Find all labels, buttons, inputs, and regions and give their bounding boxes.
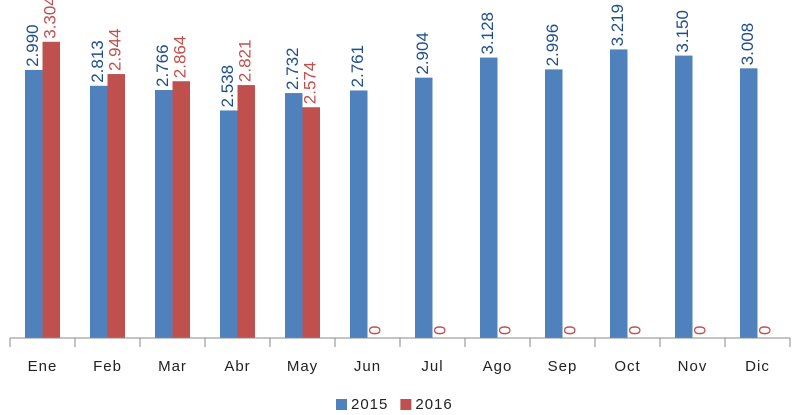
x-tick-label: Nov xyxy=(678,358,708,375)
x-tick-label: Ene xyxy=(28,358,58,375)
data-label: 2.904 xyxy=(413,32,432,75)
data-label: 2.766 xyxy=(153,44,172,87)
x-tick-label: Jun xyxy=(354,358,381,375)
data-label: 3.304 xyxy=(41,0,60,39)
bar xyxy=(220,110,238,338)
legend-swatch xyxy=(336,399,347,410)
data-label: 3.008 xyxy=(738,23,757,66)
bar xyxy=(155,90,173,338)
bar xyxy=(740,68,758,339)
data-label: 0 xyxy=(561,326,580,335)
data-label: 2.813 xyxy=(88,40,107,83)
legend-label: 2016 xyxy=(415,396,452,413)
data-label: 3.219 xyxy=(608,4,627,47)
x-tick-label: Oct xyxy=(614,358,640,375)
bar xyxy=(675,55,693,338)
x-tick-label: Sep xyxy=(548,358,578,375)
data-label: 0 xyxy=(756,326,775,335)
bar xyxy=(302,107,320,338)
data-label: 2.732 xyxy=(283,48,302,91)
data-label: 2.944 xyxy=(106,29,125,72)
legend-label: 2015 xyxy=(351,396,388,413)
x-tick-label: Mar xyxy=(158,358,187,375)
bar xyxy=(545,69,563,339)
data-label: 3.150 xyxy=(673,10,692,53)
bar xyxy=(90,85,108,338)
bar xyxy=(237,85,255,338)
bar xyxy=(107,74,125,338)
data-label: 0 xyxy=(496,326,515,335)
data-label: 2.761 xyxy=(348,45,367,88)
bar xyxy=(350,90,368,338)
data-label: 3.128 xyxy=(478,12,497,55)
data-label: 0 xyxy=(431,326,450,335)
data-label: 0 xyxy=(366,326,385,335)
data-label: 2.821 xyxy=(236,40,255,83)
bar xyxy=(172,81,190,338)
bar xyxy=(480,57,498,338)
data-label: 0 xyxy=(691,326,710,335)
bar xyxy=(610,49,628,339)
data-label: 2.574 xyxy=(301,62,320,105)
data-label: 2.864 xyxy=(171,36,190,79)
data-label: 0 xyxy=(626,326,645,335)
x-tick-label: Feb xyxy=(93,358,122,375)
data-label: 2.538 xyxy=(218,65,237,108)
bar xyxy=(415,77,433,338)
x-tick-label: Abr xyxy=(224,358,250,375)
x-tick-label: May xyxy=(287,358,318,375)
x-tick-label: Ago xyxy=(483,358,513,375)
bar xyxy=(42,41,60,339)
x-tick-label: Jul xyxy=(421,358,443,375)
data-label: 2.990 xyxy=(23,24,42,67)
x-tick-label: Dic xyxy=(745,358,770,375)
data-label: 2.996 xyxy=(543,24,562,67)
legend-swatch xyxy=(400,399,412,410)
bar xyxy=(285,93,303,338)
bar xyxy=(25,69,43,339)
